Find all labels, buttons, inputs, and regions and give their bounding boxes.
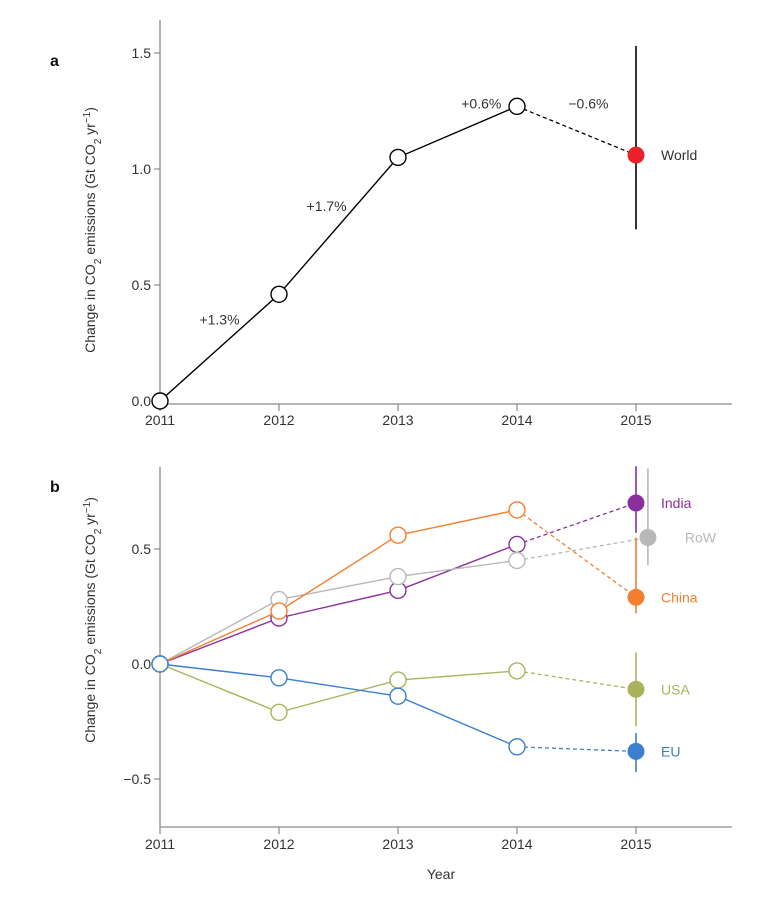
x-tick-label: 2012 xyxy=(263,836,294,852)
y-tick-label: 1.5 xyxy=(132,45,152,61)
series-china: China xyxy=(151,501,698,673)
x-tick-label: 2012 xyxy=(263,412,294,428)
x-tick-label: 2014 xyxy=(501,412,532,428)
panel-b: b −0.5 0.0 0.5 2011 2012 2013 2014 2015 Change in… xyxy=(50,466,732,882)
x-tick-label: 2015 xyxy=(620,836,651,852)
projection-line xyxy=(516,746,637,753)
projection-line xyxy=(516,105,637,156)
series-eu: EU xyxy=(151,655,680,773)
data-point xyxy=(270,669,288,687)
data-point xyxy=(151,655,169,673)
x-tick-label: 2014 xyxy=(501,836,532,852)
projection-point xyxy=(639,529,657,546)
data-point xyxy=(389,567,407,586)
data-point xyxy=(508,501,526,519)
data-point xyxy=(270,285,288,303)
data-point xyxy=(270,703,288,721)
series-usa: USA xyxy=(151,652,690,727)
data-point xyxy=(508,535,526,554)
projection-point xyxy=(627,742,645,760)
projection-point xyxy=(627,680,645,698)
x-tick-label: 2011 xyxy=(145,412,175,428)
data-point xyxy=(389,671,407,689)
series-line xyxy=(159,663,518,748)
series-line xyxy=(159,105,518,402)
data-point xyxy=(151,392,169,410)
growth-annotation: −0.6% xyxy=(568,96,608,112)
x-tick-label: 2013 xyxy=(382,836,413,852)
data-point xyxy=(508,662,526,680)
projection-line xyxy=(516,509,637,598)
series-label: India xyxy=(661,495,692,511)
series-line xyxy=(159,509,518,665)
growth-annotation: +1.3% xyxy=(199,311,239,327)
data-point xyxy=(508,551,526,570)
data-point xyxy=(508,97,526,116)
y-tick-label: 0.0 xyxy=(132,393,152,409)
data-point xyxy=(270,602,288,620)
series-line xyxy=(159,559,518,665)
series-label: EU xyxy=(661,743,680,759)
series-line xyxy=(159,543,518,665)
y-tick-label: 0.0 xyxy=(132,656,152,672)
x-tick-label: 2013 xyxy=(382,412,413,428)
x-tick-label: 2011 xyxy=(145,836,175,852)
projection-point xyxy=(627,588,645,606)
y-axis-title: Change in CO2 emissions (Gt CO2 yr−1) xyxy=(82,107,104,353)
data-point xyxy=(389,148,407,167)
panel-a: a 0.0 0.5 1.0 1.5 2011 2012 2013 2014 2015 Change … xyxy=(50,20,732,428)
projection-line xyxy=(516,670,637,690)
panel-label: a xyxy=(50,53,59,70)
data-point xyxy=(508,738,526,756)
series-label: China xyxy=(661,589,698,605)
x-tick-label: 2015 xyxy=(620,412,651,428)
y-axis-title: Change in CO2 emissions (Gt CO2 yr−1) xyxy=(82,497,104,743)
series-line xyxy=(159,663,518,714)
projection-line xyxy=(516,536,649,562)
data-point xyxy=(389,526,407,544)
projection-point xyxy=(627,494,645,512)
series-world: World xyxy=(151,46,697,410)
y-tick-label: 0.5 xyxy=(132,277,152,293)
series-label: RoW xyxy=(685,530,717,546)
y-tick-label: 1.0 xyxy=(132,161,152,177)
growth-annotation: +0.6% xyxy=(461,96,501,112)
x-axis-title: Year xyxy=(427,866,456,882)
series-label: USA xyxy=(661,681,690,697)
data-point xyxy=(389,687,407,705)
y-tick-label: 0.5 xyxy=(132,541,152,557)
y-tick-label: −0.5 xyxy=(123,771,151,787)
projection-point xyxy=(627,146,645,164)
panel-label: b xyxy=(50,479,60,496)
series-india: India xyxy=(151,466,692,673)
series-label: World xyxy=(661,147,697,163)
growth-annotation: +1.7% xyxy=(307,198,347,214)
